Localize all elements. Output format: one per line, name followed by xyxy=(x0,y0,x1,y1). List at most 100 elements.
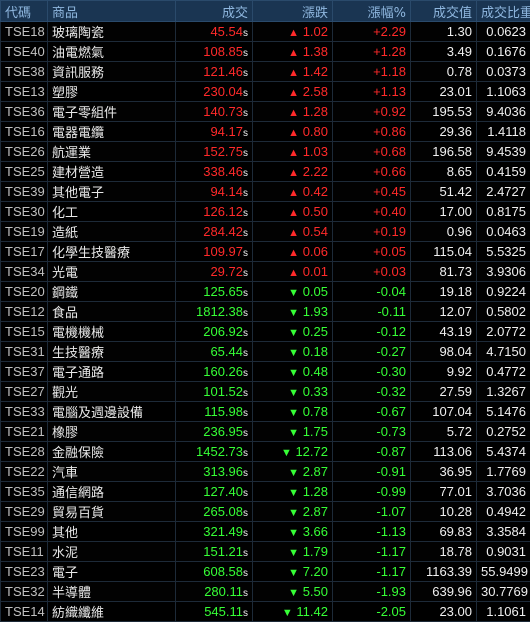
price-value: 29.72 xyxy=(210,264,243,279)
header-weight[interactable]: 成交比重% xyxy=(477,1,530,22)
row-name: 通信網路 xyxy=(48,482,176,502)
triangle-up-icon: ▲ xyxy=(288,107,299,119)
price-value: 338.46 xyxy=(203,164,243,179)
table-row[interactable]: TSE15 電機機械 206.92s ▼ 0.25 -0.12 43.19 2.… xyxy=(1,322,530,342)
price-suffix: s xyxy=(243,308,248,319)
row-code: TSE32 xyxy=(1,582,48,602)
row-value: 195.53 xyxy=(411,102,477,122)
table-row[interactable]: TSE25 建材營造 338.46s ▲ 2.22 +0.66 8.65 0.4… xyxy=(1,162,530,182)
row-change: ▼ 11.42 xyxy=(253,602,333,622)
row-price: 230.04s xyxy=(176,82,253,102)
table-row[interactable]: TSE13 塑膠 230.04s ▲ 2.58 +1.13 23.01 1.10… xyxy=(1,82,530,102)
table-row[interactable]: TSE16 電器電纜 94.17s ▲ 0.80 +0.86 29.36 1.4… xyxy=(1,122,530,142)
header-change[interactable]: 漲跌 xyxy=(253,1,333,22)
row-value: 1.30 xyxy=(411,22,477,42)
triangle-up-icon: ▲ xyxy=(288,267,299,279)
row-price: 125.65s xyxy=(176,282,253,302)
row-price: 101.52s xyxy=(176,382,253,402)
price-suffix: s xyxy=(243,88,248,99)
row-change: ▲ 0.01 xyxy=(253,262,333,282)
row-value: 36.95 xyxy=(411,462,477,482)
price-suffix: s xyxy=(243,168,248,179)
row-code: TSE99 xyxy=(1,522,48,542)
table-row[interactable]: TSE26 航運業 152.75s ▲ 1.03 +0.68 196.58 9.… xyxy=(1,142,530,162)
table-row[interactable]: TSE34 光電 29.72s ▲ 0.01 +0.03 81.73 3.930… xyxy=(1,262,530,282)
table-row[interactable]: TSE12 食品 1812.38s ▼ 1.93 -0.11 12.07 0.5… xyxy=(1,302,530,322)
table-row[interactable]: TSE11 水泥 151.21s ▼ 1.79 -1.17 18.78 0.90… xyxy=(1,542,530,562)
row-name: 電器電纜 xyxy=(48,122,176,142)
row-price: 115.98s xyxy=(176,402,253,422)
table-row[interactable]: TSE99 其他 321.49s ▼ 3.66 -1.13 69.83 3.35… xyxy=(1,522,530,542)
price-suffix: s xyxy=(243,248,248,259)
table-row[interactable]: TSE28 金融保險 1452.73s ▼ 12.72 -0.87 113.06… xyxy=(1,442,530,462)
row-value: 12.07 xyxy=(411,302,477,322)
row-pct: -0.30 xyxy=(333,362,411,382)
row-name: 造紙 xyxy=(48,222,176,242)
table-row[interactable]: TSE18 玻璃陶瓷 45.54s ▲ 1.02 +2.29 1.30 0.06… xyxy=(1,22,530,42)
table-row[interactable]: TSE14 紡織纖維 545.11s ▼ 11.42 -2.05 23.00 1… xyxy=(1,602,530,622)
price-suffix: s xyxy=(243,468,248,479)
price-value: 160.26 xyxy=(203,364,243,379)
table-row[interactable]: TSE19 造紙 284.42s ▲ 0.54 +0.19 0.96 0.046… xyxy=(1,222,530,242)
row-code: TSE23 xyxy=(1,562,48,582)
table-row[interactable]: TSE39 其他電子 94.14s ▲ 0.42 +0.45 51.42 2.4… xyxy=(1,182,530,202)
table-row[interactable]: TSE33 電腦及週邊設備 115.98s ▼ 0.78 -0.67 107.0… xyxy=(1,402,530,422)
row-pct: +0.19 xyxy=(333,222,411,242)
table-row[interactable]: TSE32 半導體 280.11s ▼ 5.50 -1.93 639.96 30… xyxy=(1,582,530,602)
row-weight: 2.0772 xyxy=(477,322,530,342)
row-name: 金融保險 xyxy=(48,442,176,462)
row-name: 紡織纖維 xyxy=(48,602,176,622)
price-value: 127.40 xyxy=(203,484,243,499)
triangle-down-icon: ▼ xyxy=(288,307,299,319)
header-code[interactable]: 代碼 xyxy=(1,1,48,22)
price-value: 1452.73 xyxy=(196,444,243,459)
triangle-down-icon: ▼ xyxy=(288,367,299,379)
table-row[interactable]: TSE21 橡膠 236.95s ▼ 1.75 -0.73 5.72 0.275… xyxy=(1,422,530,442)
triangle-up-icon: ▲ xyxy=(288,187,299,199)
row-name: 電子通路 xyxy=(48,362,176,382)
table-row[interactable]: TSE30 化工 126.12s ▲ 0.50 +0.40 17.00 0.81… xyxy=(1,202,530,222)
header-pct[interactable]: 漲幅% xyxy=(333,1,411,22)
table-row[interactable]: TSE20 鋼鐵 125.65s ▼ 0.05 -0.04 19.18 0.92… xyxy=(1,282,530,302)
header-value[interactable]: 成交值 xyxy=(411,1,477,22)
row-pct: +0.68 xyxy=(333,142,411,162)
header-price[interactable]: 成交 xyxy=(176,1,253,22)
table-row[interactable]: TSE37 電子通路 160.26s ▼ 0.48 -0.30 9.92 0.4… xyxy=(1,362,530,382)
table-row[interactable]: TSE22 汽車 313.96s ▼ 2.87 -0.91 36.95 1.77… xyxy=(1,462,530,482)
row-weight: 0.5802 xyxy=(477,302,530,322)
row-code: TSE27 xyxy=(1,382,48,402)
table-row[interactable]: TSE40 油電燃氣 108.85s ▲ 1.38 +1.28 3.49 0.1… xyxy=(1,42,530,62)
row-weight: 0.2752 xyxy=(477,422,530,442)
row-weight: 3.9306 xyxy=(477,262,530,282)
table-row[interactable]: TSE35 通信網路 127.40s ▼ 1.28 -0.99 77.01 3.… xyxy=(1,482,530,502)
price-suffix: s xyxy=(243,208,248,219)
price-value: 1812.38 xyxy=(196,304,243,319)
row-value: 18.78 xyxy=(411,542,477,562)
row-change: ▼ 1.93 xyxy=(253,302,333,322)
table-row[interactable]: TSE23 電子 608.58s ▼ 7.20 -1.17 1163.39 55… xyxy=(1,562,530,582)
table-row[interactable]: TSE27 觀光 101.52s ▼ 0.33 -0.32 27.59 1.32… xyxy=(1,382,530,402)
price-value: 121.46 xyxy=(203,64,243,79)
row-value: 107.04 xyxy=(411,402,477,422)
row-value: 3.49 xyxy=(411,42,477,62)
row-price: 65.44s xyxy=(176,342,253,362)
row-code: TSE29 xyxy=(1,502,48,522)
row-name: 油電燃氣 xyxy=(48,42,176,62)
change-value: 7.20 xyxy=(303,564,328,579)
row-change: ▲ 0.06 xyxy=(253,242,333,262)
row-weight: 1.1063 xyxy=(477,82,530,102)
price-suffix: s xyxy=(243,508,248,519)
table-row[interactable]: TSE36 電子零組件 140.73s ▲ 1.28 +0.92 195.53 … xyxy=(1,102,530,122)
row-value: 1163.39 xyxy=(411,562,477,582)
row-code: TSE20 xyxy=(1,282,48,302)
table-row[interactable]: TSE31 生技醫療 65.44s ▼ 0.18 -0.27 98.04 4.7… xyxy=(1,342,530,362)
table-row[interactable]: TSE38 資訊服務 121.46s ▲ 1.42 +1.18 0.78 0.0… xyxy=(1,62,530,82)
change-value: 0.06 xyxy=(303,244,328,259)
header-name[interactable]: 商品 xyxy=(48,1,176,22)
triangle-down-icon: ▼ xyxy=(288,467,299,479)
price-suffix: s xyxy=(243,228,248,239)
table-row[interactable]: TSE29 貿易百貨 265.08s ▼ 2.87 -1.07 10.28 0.… xyxy=(1,502,530,522)
price-value: 608.58 xyxy=(203,564,243,579)
table-row[interactable]: TSE17 化學生技醫療 109.97s ▲ 0.06 +0.05 115.04… xyxy=(1,242,530,262)
triangle-up-icon: ▲ xyxy=(288,227,299,239)
